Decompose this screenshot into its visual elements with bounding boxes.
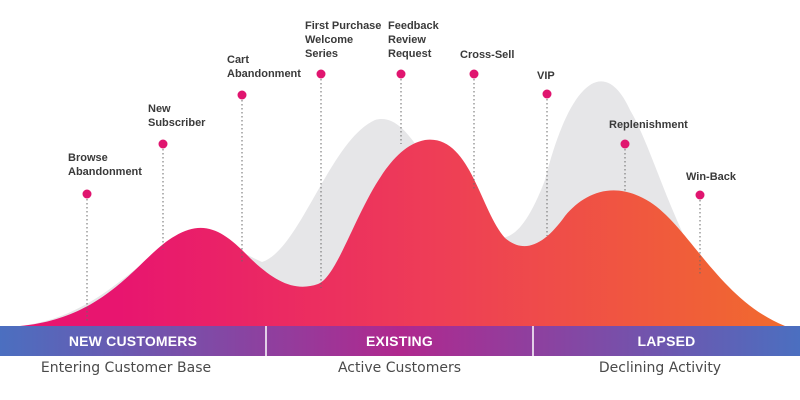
stage-lapsed: LAPSED bbox=[637, 333, 696, 349]
label-cart-abandonment: Cart Abandonment bbox=[227, 54, 301, 80]
touchpoint-dot bbox=[695, 190, 705, 200]
touchpoint-dot bbox=[542, 89, 552, 99]
caption-new-customers: Entering Customer Base bbox=[40, 360, 212, 376]
touchpoint-dot bbox=[237, 90, 247, 100]
caption-existing: Active Customers bbox=[337, 360, 462, 376]
label-feedback-review: Feedback Review Request bbox=[388, 20, 439, 60]
label-cross-sell: Cross-Sell bbox=[460, 49, 515, 61]
caption-lapsed: Declining Activity bbox=[598, 360, 722, 376]
main-curve bbox=[20, 139, 785, 326]
touchpoint-dot bbox=[620, 139, 630, 149]
label-replenishment: Replenishment bbox=[609, 119, 688, 131]
label-browse-abandonment: Browse Abandonment bbox=[68, 152, 142, 178]
stage-existing: EXISTING bbox=[366, 333, 433, 349]
label-win-back: Win-Back bbox=[686, 171, 737, 183]
touchpoint-dot bbox=[158, 139, 168, 149]
label-vip: VIP bbox=[537, 70, 555, 82]
stage-new-customers: NEW CUSTOMERS bbox=[68, 333, 198, 349]
label-new-subscriber: New Subscriber bbox=[148, 103, 206, 129]
touchpoint-dot bbox=[469, 69, 479, 79]
touchpoint-dot bbox=[396, 69, 406, 79]
touchpoint-dot bbox=[82, 189, 92, 199]
label-first-purchase: First Purchase Welcome Series bbox=[305, 20, 382, 60]
stage-band bbox=[0, 326, 800, 356]
touchpoint-dot bbox=[316, 69, 326, 79]
